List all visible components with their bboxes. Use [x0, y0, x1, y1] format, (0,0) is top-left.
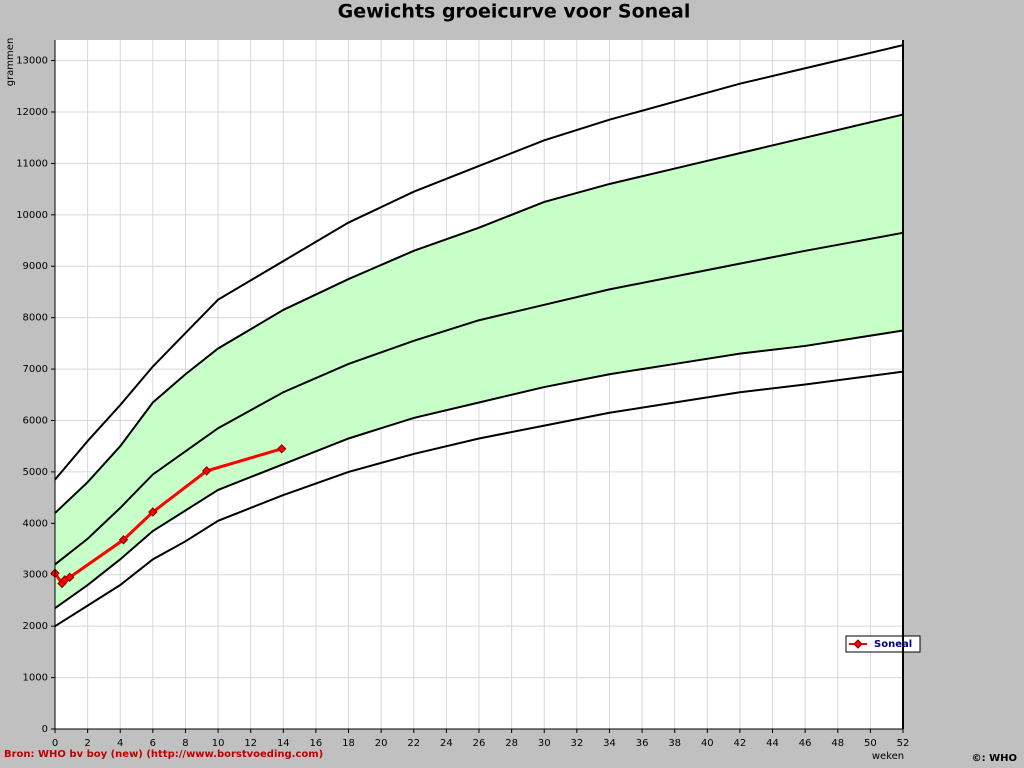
x-tick-label: 6 [150, 738, 156, 749]
y-axis-label: grammen [5, 38, 16, 87]
reference-curve [54, 329, 904, 609]
x-tick-label: 42 [734, 738, 747, 749]
x-tick-label: 26 [473, 738, 486, 749]
legend-marker [853, 639, 863, 649]
legend-box [845, 635, 921, 653]
x-tick-label: 30 [538, 738, 551, 749]
data-point [276, 444, 287, 454]
x-tick-label: 22 [407, 738, 420, 749]
x-tick-label: 16 [310, 738, 323, 749]
x-tick-label: 46 [799, 738, 812, 749]
x-tick-label: 2 [84, 738, 90, 749]
x-tick-label: 52 [897, 738, 910, 749]
x-tick-label: 44 [766, 738, 779, 749]
x-tick-label: 40 [701, 738, 714, 749]
y-tick-label: 7000 [23, 364, 48, 375]
y-tick-label: 8000 [23, 313, 48, 324]
reference-curve [54, 44, 904, 481]
y-tick-label: 3000 [23, 570, 48, 581]
x-tick-label: 34 [603, 738, 616, 749]
y-tick-label: 12000 [16, 107, 48, 118]
x-tick-label: 20 [375, 738, 388, 749]
x-tick-label: 38 [668, 738, 681, 749]
y-tick-label: 13000 [16, 56, 48, 67]
chart-title: Gewichts groeicurve voor Soneal [338, 1, 691, 23]
copyright: ©: WHO [972, 753, 1017, 764]
x-tick-label: 12 [244, 738, 257, 749]
x-tick-label: 36 [636, 738, 649, 749]
x-tick-label: 14 [277, 738, 290, 749]
data-point [201, 466, 212, 476]
y-tick-label: 9000 [23, 261, 48, 272]
x-tick-label: 18 [342, 738, 355, 749]
x-tick-label: 32 [570, 738, 583, 749]
data-point [118, 535, 129, 545]
x-tick-label: 50 [864, 738, 877, 749]
data-point [64, 572, 75, 583]
y-tick-label: 6000 [23, 415, 48, 426]
y-tick-label: 4000 [23, 518, 48, 529]
x-tick-label: 28 [505, 738, 518, 749]
y-tick-label: 0 [42, 724, 48, 735]
y-tick-label: 2000 [23, 621, 48, 632]
x-tick-label: 10 [212, 738, 225, 749]
legend-label: Soneal [874, 639, 912, 650]
source: Bron: WHO bv boy (new) (http://www.borst… [4, 749, 323, 760]
data-point [148, 507, 158, 517]
y-tick-label: 5000 [23, 467, 48, 478]
x-tick-label: 48 [831, 738, 844, 749]
x-axis-label: weken [872, 751, 904, 762]
band [55, 114, 903, 609]
reference-curve [54, 231, 904, 566]
x-tick-label: 0 [52, 738, 58, 749]
y-tick-label: 10000 [16, 210, 48, 221]
x-tick-label: 8 [182, 738, 188, 749]
y-tick-label: 11000 [16, 158, 48, 169]
x-tick-label: 24 [440, 738, 453, 749]
reference-curve [54, 113, 904, 514]
reference-curve [54, 370, 904, 628]
y-tick-label: 1000 [23, 673, 48, 684]
x-tick-label: 4 [117, 738, 123, 749]
